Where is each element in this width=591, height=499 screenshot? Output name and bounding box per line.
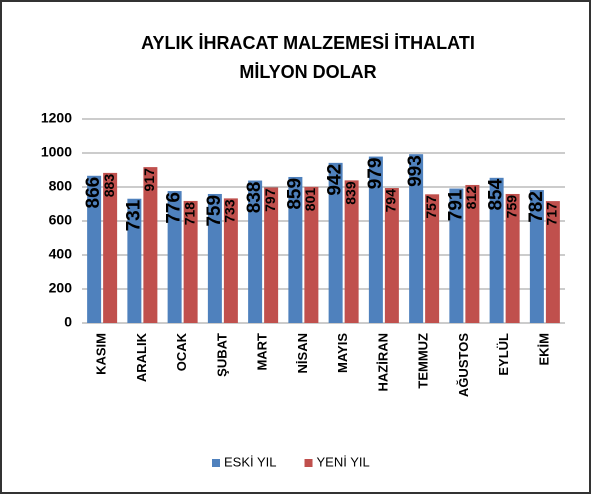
value-label: 733: [222, 199, 238, 223]
bar: [127, 198, 142, 323]
value-label: 797: [262, 188, 278, 212]
value-label: 917: [141, 168, 157, 192]
bar: [505, 193, 520, 323]
x-tick-label: EYLÜL: [496, 333, 511, 376]
value-label: 854: [486, 178, 507, 210]
y-tick-label: 800: [49, 178, 73, 194]
value-label: 731: [123, 199, 144, 231]
value-label: 866: [83, 177, 104, 209]
x-tick-label: ŞUBAT: [214, 333, 229, 377]
value-label: 776: [164, 192, 185, 224]
bar: [103, 172, 118, 323]
y-tick-label: 1000: [41, 144, 72, 160]
legend-label: ESKİ YIL: [224, 454, 277, 469]
bar: [425, 194, 440, 323]
bar: [344, 180, 359, 323]
bar: [545, 201, 560, 323]
bar: [183, 200, 198, 323]
value-label: 993: [405, 155, 426, 187]
x-tick-label: OCAK: [174, 332, 189, 371]
bar: [167, 191, 182, 323]
x-tick-label: MAYIS: [335, 333, 350, 373]
bar: [489, 177, 504, 323]
value-label: 782: [526, 191, 547, 223]
value-label: 839: [342, 181, 358, 205]
x-tick-label: NİSAN: [295, 333, 310, 373]
value-label: 979: [365, 158, 386, 190]
x-tick-label: TEMMUZ: [416, 333, 431, 389]
bar: [368, 156, 383, 323]
value-label: 859: [284, 178, 305, 210]
x-tick-label: EKİM: [536, 333, 551, 366]
bar: [409, 154, 424, 323]
value-label: 942: [325, 164, 346, 196]
value-label: 718: [181, 202, 197, 226]
value-label: 759: [204, 195, 225, 227]
bar: [465, 184, 480, 323]
bar: [87, 175, 102, 323]
value-label: 717: [544, 202, 560, 226]
value-label: 757: [423, 195, 439, 219]
bar: [288, 176, 303, 323]
y-tick-label: 600: [49, 212, 73, 228]
x-tick-label: ARALIK: [134, 332, 149, 382]
bar: [328, 162, 343, 323]
bar: [264, 187, 279, 323]
value-label: 759: [503, 195, 519, 219]
value-label: 883: [101, 174, 117, 198]
legend-label: YENİ YIL: [317, 454, 370, 469]
chart-title: MİLYON DOLAR: [239, 62, 376, 82]
x-tick-label: KASIM: [94, 333, 109, 375]
value-label: 812: [463, 186, 479, 210]
legend-swatch: [304, 459, 313, 467]
x-tick-label: HAZİRAN: [375, 333, 390, 392]
bar: [143, 167, 158, 323]
y-tick-label: 0: [64, 314, 72, 330]
x-tick-label: AĞUSTOS: [456, 333, 471, 397]
legend-swatch: [212, 459, 220, 467]
bar: [384, 188, 399, 323]
bar: [207, 193, 222, 323]
x-tick-label: MART: [255, 333, 270, 371]
y-tick-label: 1200: [41, 110, 72, 126]
y-tick-label: 400: [49, 246, 73, 262]
bar: [304, 186, 319, 323]
bar: [223, 198, 238, 323]
bar: [449, 188, 464, 323]
value-label: 801: [302, 188, 318, 212]
value-label: 838: [244, 182, 265, 214]
value-label: 794: [383, 189, 399, 213]
chart-title: AYLIK İHRACAT MALZEMESİ İTHALATI: [141, 33, 475, 53]
y-tick-label: 200: [49, 280, 73, 296]
bar: [248, 180, 263, 323]
value-label: 791: [445, 189, 466, 221]
bar: [529, 190, 544, 323]
